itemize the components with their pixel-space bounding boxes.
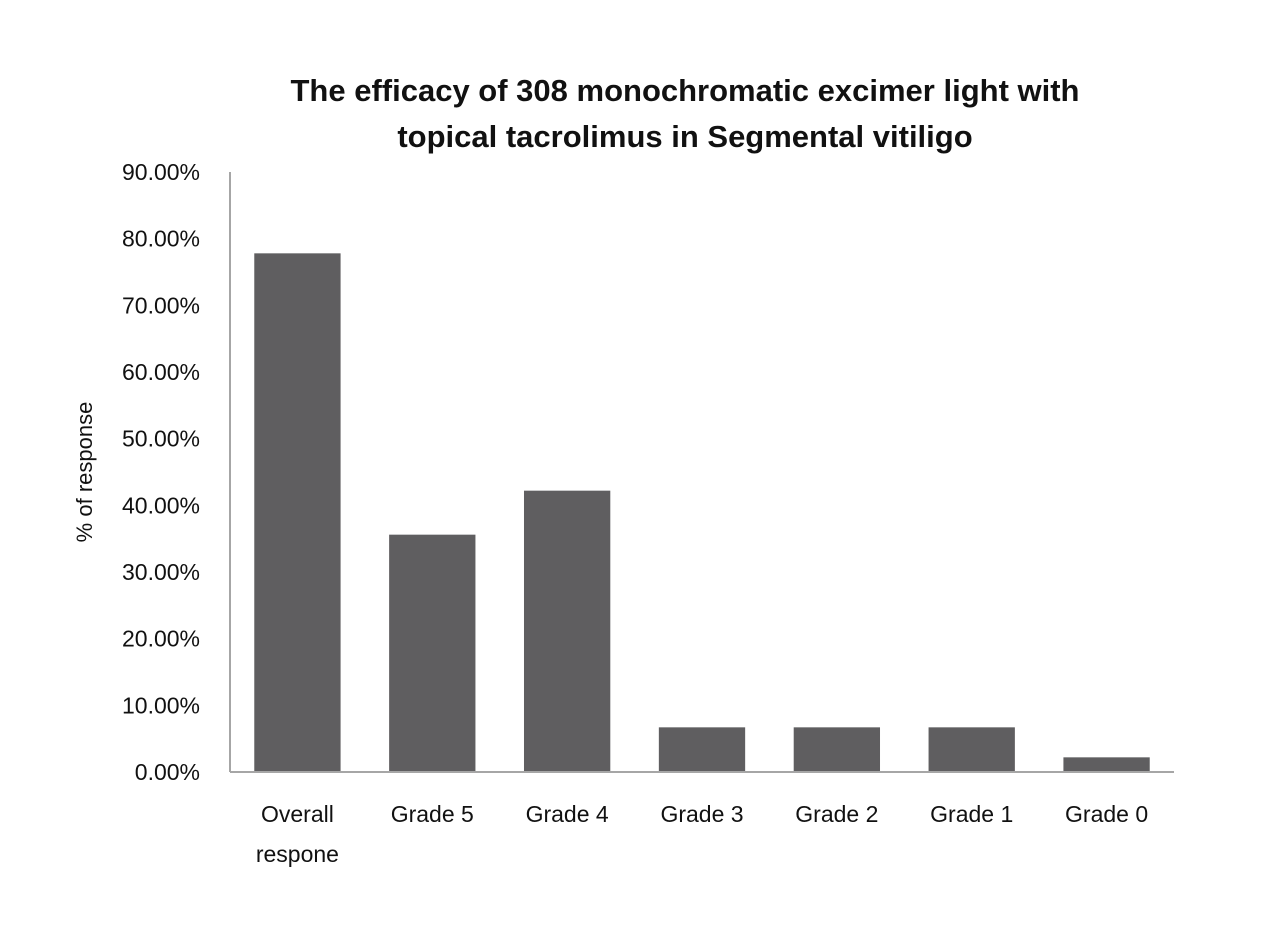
y-tick-label: 80.00%: [122, 226, 200, 252]
x-axis-labels: Overall respone Grade 5 Grade 4 Grade 3 Grade…: [256, 801, 1148, 867]
y-tick-label: 60.00%: [122, 359, 200, 385]
bar: [928, 727, 1015, 772]
chart-title: The efficacy of 308 monochromatic excime…: [290, 73, 1080, 154]
x-tick-label: Grade 4: [526, 801, 609, 827]
bars: [254, 253, 1150, 773]
y-axis-title-group: % of response: [72, 402, 97, 543]
x-tick-label: Grade 0: [1065, 801, 1148, 827]
y-tick-label: 50.00%: [122, 426, 200, 452]
bar: [523, 490, 611, 772]
y-axis-ticks: 0.00% 10.00% 20.00% 30.00% 40.00% 50.00% 60.00…: [122, 159, 200, 785]
bar: [793, 727, 881, 772]
bar: [254, 253, 341, 773]
bar: [1063, 757, 1150, 772]
y-tick-label: 90.00%: [122, 159, 200, 185]
y-tick-label: 20.00%: [122, 626, 200, 652]
bar: [389, 534, 476, 772]
x-tick-label: Grade 1: [930, 801, 1013, 827]
x-tick-label: Grade 2: [795, 801, 878, 827]
y-tick-label: 70.00%: [122, 292, 200, 318]
y-tick-label: 30.00%: [122, 559, 200, 585]
x-tick-label: Grade 5: [391, 801, 474, 827]
y-axis-title: % of response: [72, 402, 97, 543]
x-tick-label: Overall respone: [256, 801, 339, 867]
y-tick-label: 10.00%: [122, 692, 200, 718]
bar: [658, 727, 746, 772]
y-tick-label: 40.00%: [122, 492, 200, 518]
x-tick-label: Grade 3: [660, 801, 743, 827]
y-tick-label: 0.00%: [135, 759, 200, 785]
